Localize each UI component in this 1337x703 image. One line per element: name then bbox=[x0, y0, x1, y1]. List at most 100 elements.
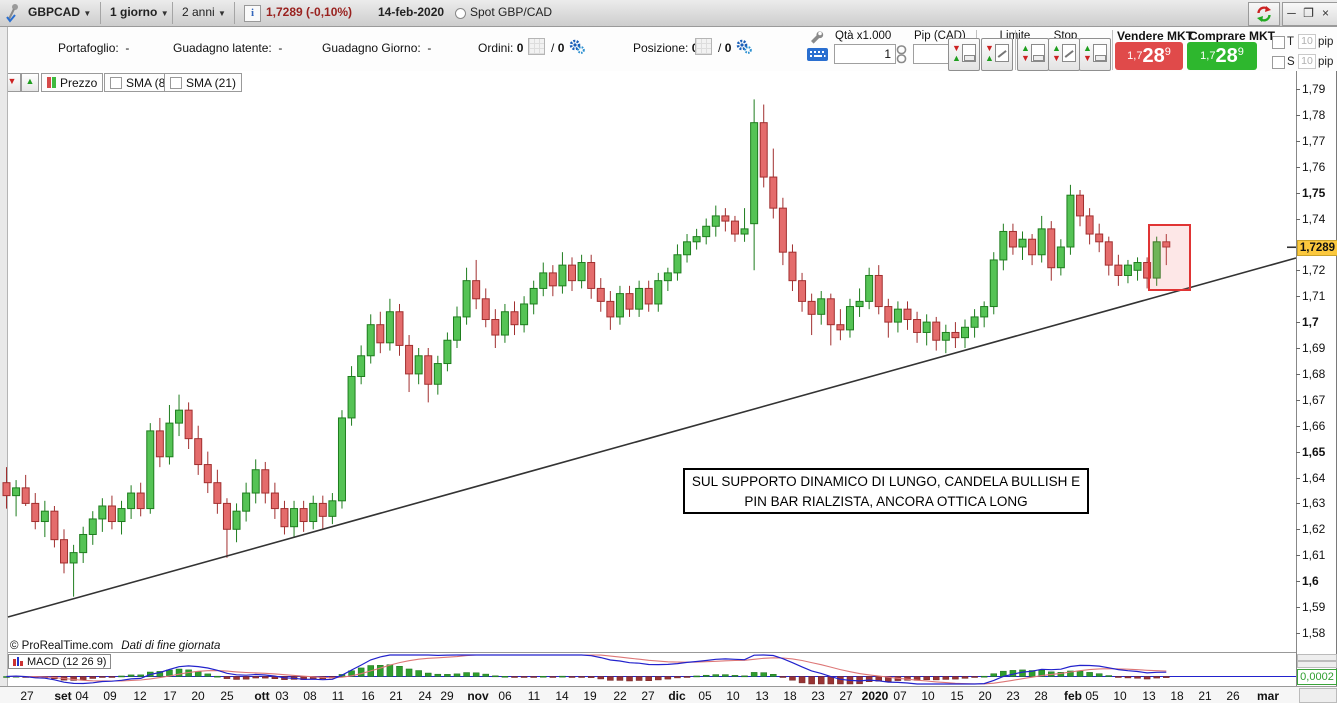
macd-axis-row[interactable] bbox=[1297, 654, 1337, 661]
candle-body bbox=[750, 122, 759, 225]
macd-histogram-bar bbox=[463, 672, 470, 677]
macd-histogram-bar bbox=[760, 672, 767, 677]
legend-price-item[interactable]: Prezzo bbox=[41, 73, 104, 92]
price-tick-label: 1,7 bbox=[1302, 315, 1319, 330]
candle-body bbox=[280, 508, 289, 528]
orders-list-icon[interactable] bbox=[528, 38, 545, 55]
limit-order-button-2[interactable]: ▼ ▲ bbox=[981, 38, 1013, 71]
stoploss-checkbox[interactable] bbox=[1272, 56, 1285, 69]
limit-order-button-1[interactable]: ▼ ▲ bbox=[948, 38, 980, 71]
macd-indicator-label[interactable]: MACD (12 26 9) bbox=[8, 654, 112, 669]
date-tick-label: 19 bbox=[583, 689, 597, 703]
stop-order-button-3[interactable]: ▲ ▼ bbox=[1079, 38, 1111, 71]
instrument-dropdown[interactable]: GBPCAD ▼ bbox=[28, 5, 92, 19]
link-chain-icon[interactable] bbox=[896, 45, 907, 69]
pin-icon[interactable] bbox=[3, 2, 23, 29]
panel-splitter[interactable] bbox=[8, 652, 1296, 653]
trailing-pip-input[interactable]: 10 bbox=[1298, 34, 1316, 49]
refresh-icon bbox=[1257, 6, 1271, 22]
price-tick-label: 1,66 bbox=[1302, 418, 1326, 433]
candle-body bbox=[318, 502, 327, 517]
sma21-checkbox[interactable] bbox=[170, 76, 182, 89]
macd-histogram-bar bbox=[597, 676, 605, 680]
price-tick-mark bbox=[1296, 451, 1300, 453]
macd-histogram-bar bbox=[1134, 676, 1141, 679]
position-gear-icon[interactable] bbox=[735, 37, 753, 60]
trailing-checkbox[interactable] bbox=[1272, 36, 1285, 49]
macd-histogram-bar bbox=[1057, 672, 1065, 677]
candle-body bbox=[290, 508, 299, 528]
macd-histogram-bar bbox=[1076, 670, 1084, 677]
axis-corner-box bbox=[1299, 688, 1337, 703]
candle-body bbox=[452, 316, 461, 341]
buy-mkt-button[interactable]: 1,7 28 9 bbox=[1187, 42, 1257, 70]
stop-order-button-1[interactable]: ▲ ▼ bbox=[1017, 38, 1049, 71]
qty-input[interactable]: 1 bbox=[834, 44, 896, 64]
candle-body bbox=[50, 510, 59, 541]
refresh-button[interactable] bbox=[1248, 2, 1280, 26]
stoploss-pip-input[interactable]: 10 bbox=[1298, 54, 1316, 69]
macd-histogram-bar bbox=[990, 673, 998, 677]
candle-body bbox=[146, 430, 155, 510]
date-tick-label: 07 bbox=[893, 689, 907, 703]
stop-order-button-2[interactable]: ▲ ▼ bbox=[1048, 38, 1080, 71]
macd-histogram-bar bbox=[702, 674, 710, 677]
macd-histogram-bar bbox=[1163, 676, 1170, 678]
close-button[interactable]: × bbox=[1321, 6, 1329, 20]
sell-mkt-button[interactable]: 1,7 28 9 bbox=[1115, 42, 1183, 70]
price-tick-label: 1,65 bbox=[1302, 444, 1326, 459]
candle-body bbox=[951, 331, 960, 339]
candle-body bbox=[357, 355, 366, 377]
restore-button[interactable]: ❐ bbox=[1303, 6, 1314, 20]
keyboard-icon[interactable] bbox=[807, 47, 829, 67]
buy-quick-button[interactable]: ▲ bbox=[21, 73, 39, 92]
left-resize-strip[interactable] bbox=[0, 27, 8, 703]
macd-histogram-bar bbox=[118, 675, 125, 678]
macd-histogram-bar bbox=[932, 676, 940, 681]
time-axis-band[interactable] bbox=[0, 687, 1337, 703]
settings-wrench-icon[interactable] bbox=[808, 29, 826, 50]
candle-body bbox=[1104, 241, 1113, 266]
info-icon[interactable]: i bbox=[244, 5, 261, 22]
candle-body bbox=[12, 487, 21, 497]
timeframe-dropdown[interactable]: 1 giorno ▼ bbox=[110, 5, 169, 19]
candle-body bbox=[500, 311, 509, 336]
candle-body bbox=[999, 230, 1008, 261]
candle-body bbox=[107, 505, 116, 523]
candle-body bbox=[510, 311, 519, 326]
date-tick-label: 11 bbox=[331, 689, 345, 703]
chart-annotation[interactable]: SUL SUPPORTO DINAMICO DI LUNGO, CANDELA … bbox=[683, 468, 1089, 514]
sma8-checkbox[interactable] bbox=[110, 76, 122, 89]
candle-body bbox=[520, 303, 529, 326]
orders-gear-icon[interactable] bbox=[568, 37, 586, 60]
range-dropdown[interactable]: 2 anni ▼ bbox=[182, 5, 226, 19]
candle-body bbox=[165, 422, 174, 458]
legend-sma8-item[interactable]: SMA (8) bbox=[104, 73, 176, 92]
date-tick-label: 2020 bbox=[861, 689, 889, 703]
candle-body bbox=[242, 492, 251, 512]
macd-axis-row[interactable] bbox=[1297, 661, 1337, 668]
minimize-button[interactable]: ─ bbox=[1287, 6, 1296, 20]
macd-histogram-bar bbox=[1067, 670, 1074, 677]
candle-body bbox=[270, 492, 279, 510]
candle-body bbox=[251, 469, 260, 494]
candle-body bbox=[395, 311, 404, 346]
candle-body bbox=[155, 430, 164, 458]
spot-radio[interactable] bbox=[455, 8, 466, 19]
macd-histogram-bar bbox=[147, 671, 154, 677]
candle-body bbox=[232, 510, 241, 530]
macd-histogram-bar bbox=[789, 676, 796, 681]
candle-body bbox=[855, 300, 864, 308]
macd-histogram-bar bbox=[309, 676, 317, 680]
highlight-box bbox=[1148, 224, 1191, 291]
date-tick-label: 24 bbox=[418, 689, 432, 703]
macd-histogram-bar bbox=[798, 676, 806, 684]
macd-histogram-bar bbox=[405, 668, 413, 677]
position-list-icon[interactable] bbox=[695, 38, 712, 55]
macd-histogram-bar bbox=[396, 666, 403, 677]
legend-sma21-item[interactable]: SMA (21) bbox=[164, 73, 243, 92]
chevron-down-icon: ▼ bbox=[160, 9, 169, 18]
candle-body bbox=[577, 262, 586, 282]
candle-body bbox=[88, 518, 97, 535]
